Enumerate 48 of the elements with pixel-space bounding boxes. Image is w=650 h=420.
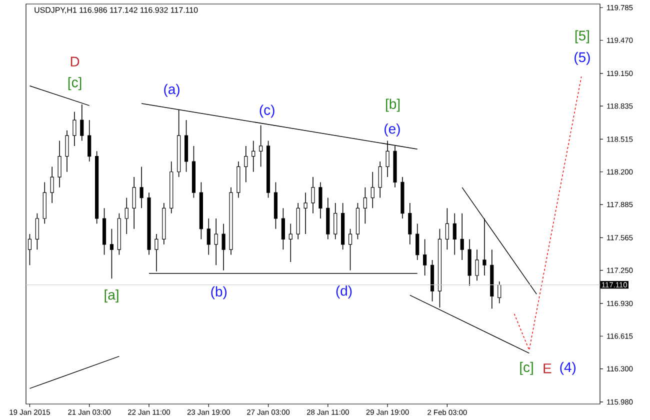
candlestick — [445, 208, 449, 250]
candlestick — [88, 120, 92, 162]
annotation: [c] — [520, 362, 533, 375]
candlestick — [222, 223, 226, 271]
candlestick — [408, 202, 412, 245]
annotation: (c) — [260, 104, 274, 118]
candlestick — [304, 192, 308, 234]
annotation: [c] — [68, 77, 82, 90]
candlestick — [132, 176, 136, 230]
candlestick — [124, 197, 128, 234]
candlestick — [288, 223, 292, 262]
annotation: (a) — [164, 84, 180, 97]
candlestick — [423, 238, 427, 276]
candlestick — [58, 140, 62, 188]
annotation: [a] — [104, 289, 118, 302]
candlestick — [334, 202, 338, 240]
annotation: [5] — [575, 30, 589, 44]
candlestick — [348, 228, 352, 271]
candlestick — [65, 130, 69, 172]
annotation: (4) — [560, 362, 576, 375]
annotation: (d) — [336, 286, 352, 298]
candlestick — [244, 146, 248, 183]
candlestick — [252, 140, 256, 172]
candlestick — [318, 182, 322, 219]
candlestick — [370, 171, 374, 209]
candlestick — [452, 212, 456, 256]
candlestick — [281, 208, 285, 250]
candlestick — [482, 218, 486, 276]
annotation: (b) — [211, 286, 227, 300]
annotation: (5) — [574, 52, 590, 65]
candlestick — [475, 249, 479, 282]
candlestick — [110, 228, 114, 280]
candlestick — [416, 223, 420, 260]
candlestick — [378, 161, 382, 198]
candlestick — [311, 176, 315, 214]
candlestick — [460, 212, 464, 260]
candlestick — [214, 218, 218, 266]
annotation: E — [544, 364, 552, 374]
candlestick — [35, 212, 39, 250]
candlestick — [50, 166, 54, 204]
annotation: D — [70, 56, 80, 66]
candlestick — [363, 187, 367, 224]
candlestick — [206, 218, 210, 256]
annotation: [b] — [386, 98, 400, 112]
candlestick — [140, 166, 144, 209]
candlestick — [498, 281, 502, 304]
annotation: (e) — [384, 123, 400, 136]
candlestick — [72, 111, 76, 146]
